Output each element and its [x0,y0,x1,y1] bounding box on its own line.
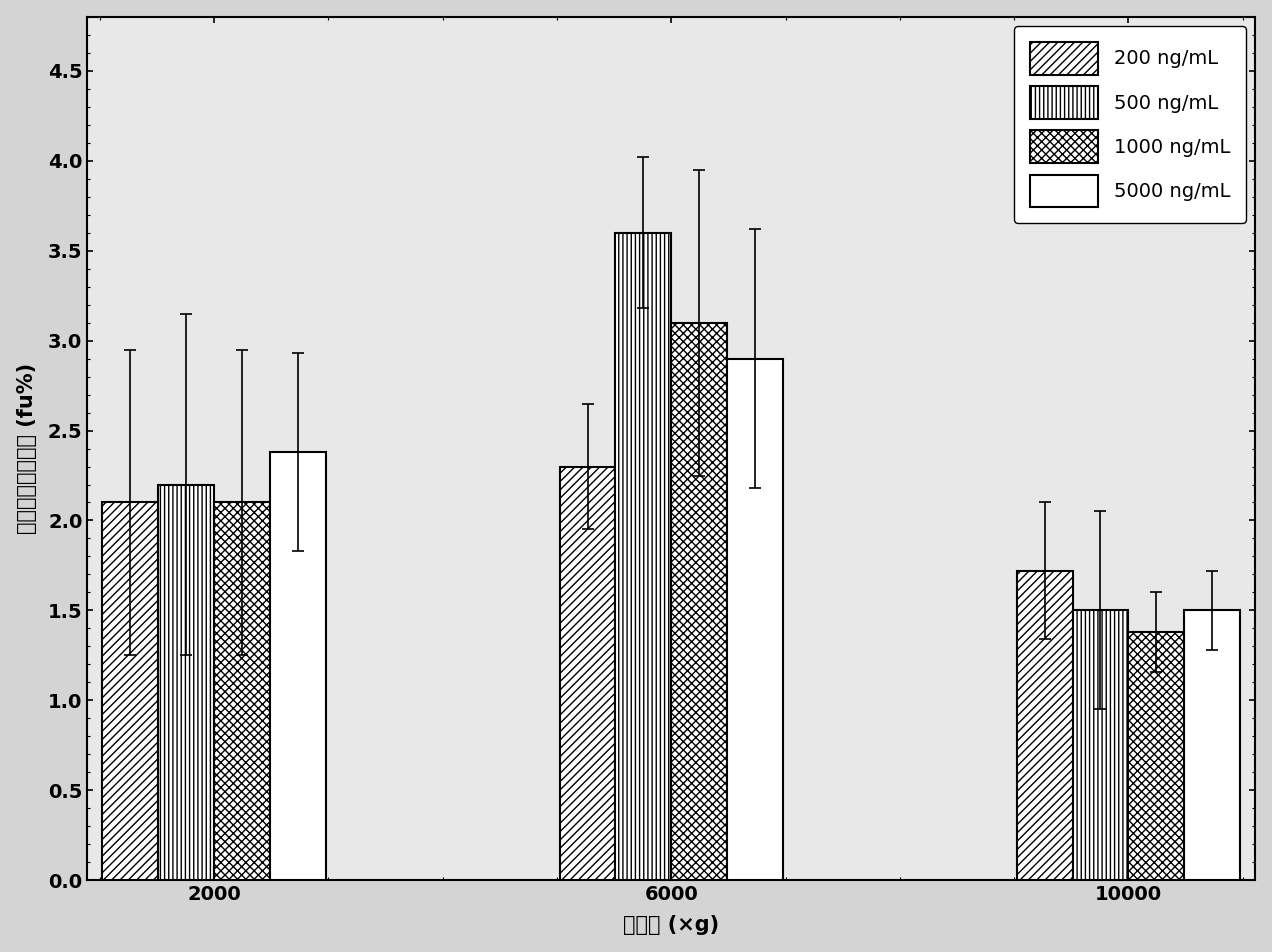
Bar [103,503,158,881]
Bar [728,359,784,881]
Bar [158,485,214,881]
Bar [270,452,326,881]
Y-axis label: 多西他赛游离分数 (fu%): 多西他赛游离分数 (fu%) [17,363,37,534]
Bar [1128,632,1184,881]
Bar [214,503,270,881]
X-axis label: 离心力 (×g): 离心力 (×g) [623,915,720,935]
Bar [1016,571,1072,881]
Bar [1184,610,1240,881]
Bar [616,232,672,881]
Bar [560,466,616,881]
Bar [672,323,728,881]
Legend: 200 ng/mL, 500 ng/mL, 1000 ng/mL, 5000 ng/mL: 200 ng/mL, 500 ng/mL, 1000 ng/mL, 5000 n… [1014,27,1245,223]
Bar [1072,610,1128,881]
